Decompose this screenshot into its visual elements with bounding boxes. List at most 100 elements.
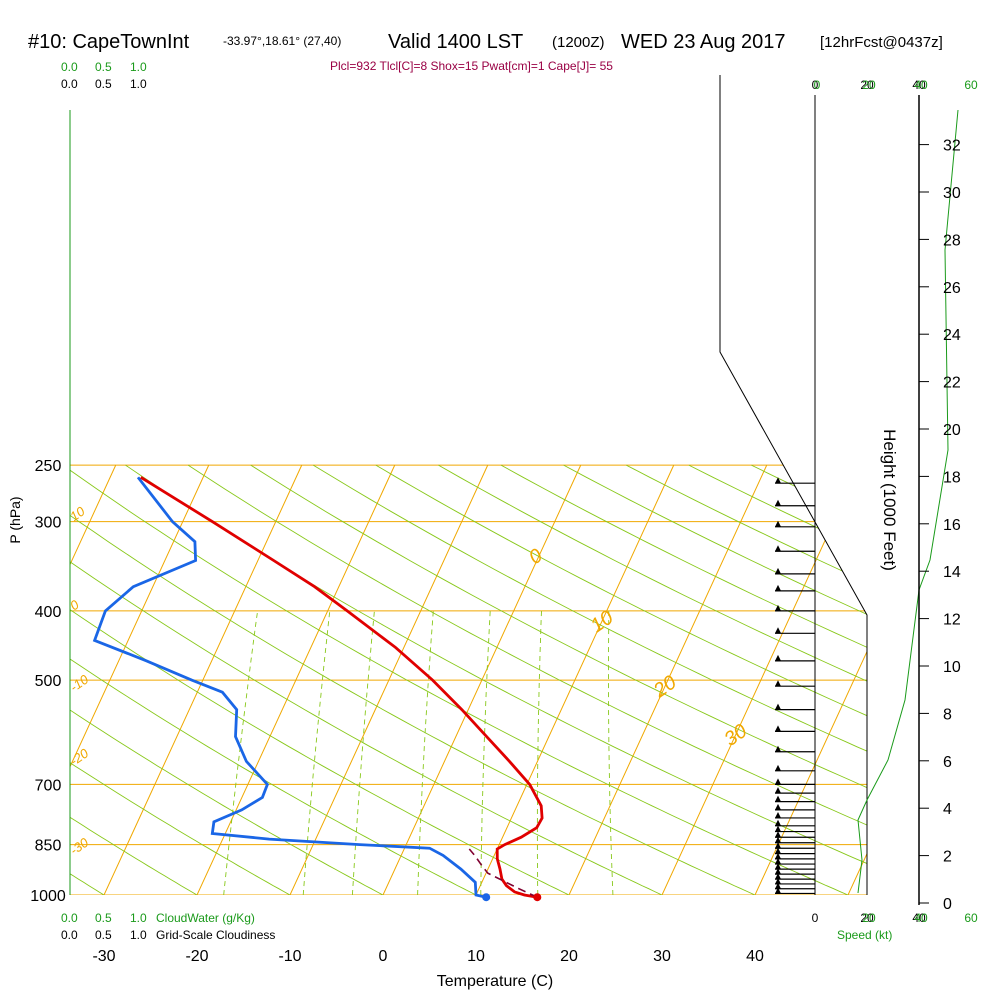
- dry-adiabat-lines: [70, 464, 867, 895]
- dry-adiabat-line: [500, 464, 867, 895]
- dry-adiabat-line: [70, 464, 477, 895]
- wind-barb-flag: [775, 868, 781, 875]
- temperature-tick-label: -20: [185, 948, 208, 965]
- mixing-ratio-label: 8: [477, 902, 484, 917]
- speed-bottom-black-2: 40: [912, 911, 926, 925]
- sounding-indices: Plcl=932 Tlcl[C]=8 Shox=15 Pwat[cm]=1 Ca…: [330, 59, 613, 73]
- cloudiness-bottom-2: 1.0: [130, 928, 147, 942]
- wind-barb-flag: [775, 499, 781, 506]
- wind-barb-flag: [775, 703, 781, 710]
- isotherm-line: [70, 464, 117, 895]
- wind-barb-flag: [775, 787, 781, 794]
- dry-adiabat-line: [70, 464, 291, 895]
- temperature-tick-label: 20: [560, 948, 578, 965]
- mixing-ratio-line: [536, 610, 542, 895]
- dry-adiabat-line: [250, 464, 867, 895]
- wind-barb-flag: [775, 831, 781, 838]
- isotherm-label: 20: [649, 671, 681, 702]
- height-tick-label: 32: [943, 138, 961, 155]
- dry-adiabat-line: [125, 464, 867, 895]
- mixing-ratio-label: 12: [534, 902, 548, 917]
- dry-adiabat-line: [70, 464, 570, 895]
- wind-barb-flag: [775, 858, 781, 865]
- mixing-ratio-label: 5: [414, 902, 421, 917]
- temperature-tick-label: 30: [653, 948, 671, 965]
- wind-barb-flag: [775, 836, 781, 843]
- wind-barb-flag: [775, 520, 781, 527]
- dry-adiabat-line: [375, 464, 867, 895]
- cloudiness-top-1: 0.5: [95, 77, 112, 91]
- isotherm-label: 30: [720, 720, 751, 751]
- speed-axis-label: Speed (kt): [837, 928, 892, 942]
- mixing-ratio-label: 20: [609, 902, 623, 917]
- wind-barb-flag: [775, 627, 781, 634]
- wind-barb-flag: [775, 873, 781, 880]
- speed-top-green-3: 60: [964, 78, 978, 92]
- pressure-tick-label: 700: [35, 777, 62, 794]
- wind-barb-flag: [775, 567, 781, 574]
- wind-barb-flag: [775, 847, 781, 854]
- dry-adiabat-line: [70, 464, 384, 895]
- height-tick-label: 26: [943, 280, 961, 297]
- speed-bottom-black-0: 0: [812, 911, 819, 925]
- valid-time: Valid 1400 LST: [388, 31, 523, 53]
- height-tick-label: 28: [943, 232, 961, 249]
- height-tick-label: 22: [943, 375, 961, 392]
- wind-barb-flag: [775, 842, 781, 849]
- temperature-tick-label: 0: [379, 948, 388, 965]
- height-tick-label: 8: [943, 706, 952, 723]
- valid-zulu: (1200Z): [552, 34, 605, 51]
- temperature-tick-label: 40: [746, 948, 764, 965]
- cloud-scales: 0.0 0.5 1.0 0.0 0.5 1.0 0.0 0.5 1.0 Clou…: [61, 60, 275, 942]
- mixing-ratio-label: 3: [349, 902, 356, 917]
- height-tick-label: 4: [943, 801, 952, 818]
- height-tick-label: 18: [943, 469, 961, 486]
- mixing-ratio-line: [417, 610, 434, 895]
- speed-top-black-2: 40: [912, 78, 926, 92]
- mixing-ratio-line: [480, 610, 491, 895]
- cloudiness-label: Grid-Scale Cloudiness: [156, 928, 275, 942]
- height-tick-label: 20: [943, 422, 961, 439]
- wind-barb-flag: [775, 764, 781, 771]
- dry-adiabat-line: [187, 464, 867, 895]
- speed-top-black-1: 20: [860, 78, 874, 92]
- height-axis-label: Height (1000 Feet): [880, 429, 899, 571]
- height-tick-label: 14: [943, 564, 961, 581]
- height-tick-label: 16: [943, 517, 961, 534]
- pressure-tick-label: 500: [35, 673, 62, 690]
- isotherm-label: -10: [67, 671, 92, 695]
- pressure-tick-label: 850: [35, 838, 62, 855]
- wind-barb-flag: [775, 887, 781, 894]
- wind-barbs: [775, 477, 815, 895]
- speed-bottom-black-1: 20: [860, 911, 874, 925]
- plot-outline: [719, 75, 868, 895]
- dry-adiabat-line: [70, 464, 198, 895]
- isotherm-label: -30: [67, 834, 92, 858]
- cloudwater-bottom-0: 0.0: [61, 911, 78, 925]
- speed-bottom-green-1: 40: [914, 911, 928, 925]
- speed-bottom-green-2: 60: [964, 911, 978, 925]
- dry-adiabat-line: [70, 464, 663, 895]
- height-tick-label: 6: [943, 754, 952, 771]
- wind-barb-flag: [775, 803, 781, 810]
- wind-barb-flag: [775, 863, 781, 870]
- height-tick-label: 30: [943, 185, 961, 202]
- dry-adiabat-line: [438, 464, 867, 895]
- mixing-ratio-label: 2: [299, 902, 306, 917]
- height-tick-label: 0: [943, 896, 952, 913]
- cloudiness-bottom-1: 0.5: [95, 928, 112, 942]
- valid-date: WED 23 Aug 2017: [621, 31, 786, 53]
- wind-barb-flag: [775, 819, 781, 826]
- wind-barb-flag: [775, 795, 781, 802]
- height-tick-label: 24: [943, 327, 961, 344]
- mixing-ratio-lines: 1 2 3 5 8 12 20: [223, 610, 623, 917]
- temperature-tick-label: -30: [92, 948, 115, 965]
- cloudiness-bottom-0: 0.0: [61, 928, 78, 942]
- speed-top-green-1: 20: [862, 78, 876, 92]
- pressure-tick-label: 400: [35, 604, 62, 621]
- header: #10: CapeTownInt -33.97°,18.61° (27,40) …: [28, 31, 943, 73]
- station-coords: -33.97°,18.61° (27,40): [223, 34, 341, 48]
- forecast-info: [12hrFcst@0437z]: [820, 34, 943, 51]
